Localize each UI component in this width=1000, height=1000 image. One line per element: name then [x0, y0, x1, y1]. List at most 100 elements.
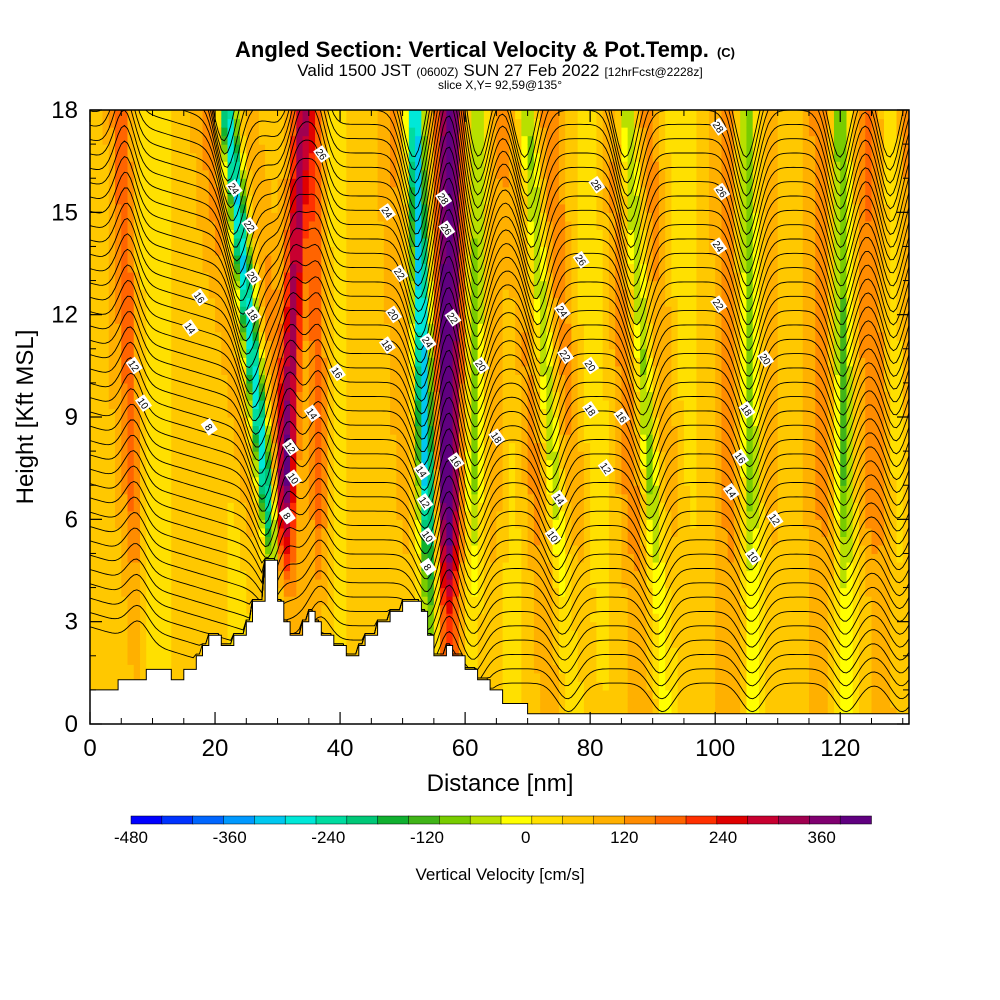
velocity-cell — [121, 280, 129, 290]
velocity-cell — [390, 485, 397, 495]
velocity-cell — [196, 527, 204, 537]
velocity-cell — [221, 621, 229, 631]
velocity-cell — [471, 425, 479, 435]
velocity-cell — [465, 553, 472, 563]
velocity-cell — [165, 169, 172, 179]
velocity-cell — [133, 442, 141, 452]
velocity-cell — [133, 468, 141, 478]
velocity-cell — [290, 485, 297, 495]
velocity-cell — [465, 417, 472, 427]
velocity-cell — [108, 561, 116, 572]
velocity-cell — [127, 561, 135, 572]
velocity-cell — [246, 237, 254, 248]
velocity-cell — [215, 220, 222, 230]
velocity-cell — [352, 399, 360, 410]
velocity-cell — [221, 110, 229, 120]
velocity-cell — [133, 280, 141, 290]
velocity-cell — [346, 272, 354, 282]
velocity-cell — [90, 229, 97, 239]
velocity-cell — [277, 144, 285, 154]
velocity-cell — [396, 365, 404, 375]
velocity-cell — [121, 570, 129, 580]
velocity-cell — [427, 493, 435, 503]
velocity-cell — [115, 297, 122, 307]
velocity-cell — [277, 459, 285, 469]
velocity-cell — [458, 417, 466, 427]
velocity-cell — [102, 178, 110, 188]
velocity-cell — [183, 417, 191, 427]
velocity-cell — [171, 348, 179, 358]
velocity-cell — [271, 110, 279, 120]
velocity-cell — [146, 579, 154, 589]
velocity-cell — [508, 237, 516, 248]
velocity-cell — [108, 553, 116, 563]
velocity-cell — [302, 118, 310, 128]
velocity-cell — [252, 297, 260, 307]
velocity-cell — [502, 195, 510, 205]
velocity-cell — [90, 519, 97, 529]
velocity-cell — [346, 561, 354, 572]
velocity-cell — [115, 604, 122, 614]
velocity-cell — [127, 434, 135, 444]
velocity-cell — [440, 485, 447, 495]
velocity-cell — [115, 408, 122, 418]
velocity-cell — [302, 212, 310, 222]
velocity-cell — [177, 144, 185, 154]
velocity-cell — [515, 459, 522, 469]
velocity-cell — [515, 655, 522, 665]
velocity-cell — [271, 365, 279, 375]
velocity-cell — [458, 374, 466, 384]
velocity-cell — [165, 178, 172, 188]
velocity-cell — [140, 237, 147, 248]
velocity-cell — [90, 536, 97, 546]
velocity-cell — [440, 382, 447, 393]
velocity-cell — [252, 229, 260, 239]
velocity-cell — [215, 306, 222, 316]
velocity-cell — [446, 621, 454, 631]
velocity-cell — [508, 110, 516, 120]
velocity-cell — [515, 331, 522, 341]
velocity-cell — [283, 169, 291, 179]
velocity-cell — [327, 544, 335, 555]
velocity-cell — [358, 510, 366, 520]
velocity-cell — [390, 110, 397, 120]
velocity-cell — [133, 391, 141, 401]
velocity-cell — [158, 280, 166, 290]
velocity-cell — [302, 314, 310, 324]
velocity-cell — [190, 348, 197, 358]
velocity-cell — [283, 374, 291, 384]
velocity-cell — [477, 127, 485, 137]
velocity-cell — [452, 229, 460, 239]
velocity-cell — [158, 587, 166, 597]
velocity-cell — [102, 476, 110, 486]
velocity-cell — [496, 544, 504, 555]
velocity-cell — [440, 374, 447, 384]
velocity-cell — [102, 459, 110, 469]
velocity-cell — [202, 536, 210, 546]
velocity-cell — [171, 152, 179, 162]
velocity-cell — [365, 570, 372, 580]
velocity-cell — [440, 561, 447, 572]
velocity-cell — [158, 553, 166, 563]
velocity-cell — [377, 152, 385, 162]
velocity-cell — [396, 476, 404, 486]
velocity-cell — [233, 587, 241, 597]
velocity-cell — [90, 178, 97, 188]
velocity-cell — [265, 425, 272, 435]
velocity-cell — [227, 391, 235, 401]
velocity-cell — [246, 144, 254, 154]
velocity-cell — [108, 331, 116, 341]
velocity-cell — [221, 459, 229, 469]
velocity-cell — [415, 110, 422, 120]
velocity-cell — [502, 220, 510, 230]
velocity-cell — [415, 510, 422, 520]
velocity-cell — [158, 272, 166, 282]
velocity-cell — [152, 374, 160, 384]
velocity-cell — [321, 417, 329, 427]
velocity-cell — [215, 169, 222, 179]
velocity-cell — [496, 135, 504, 145]
velocity-cell — [408, 357, 416, 367]
velocity-cell — [283, 306, 291, 316]
velocity-cell — [165, 621, 172, 631]
velocity-cell — [240, 152, 247, 162]
